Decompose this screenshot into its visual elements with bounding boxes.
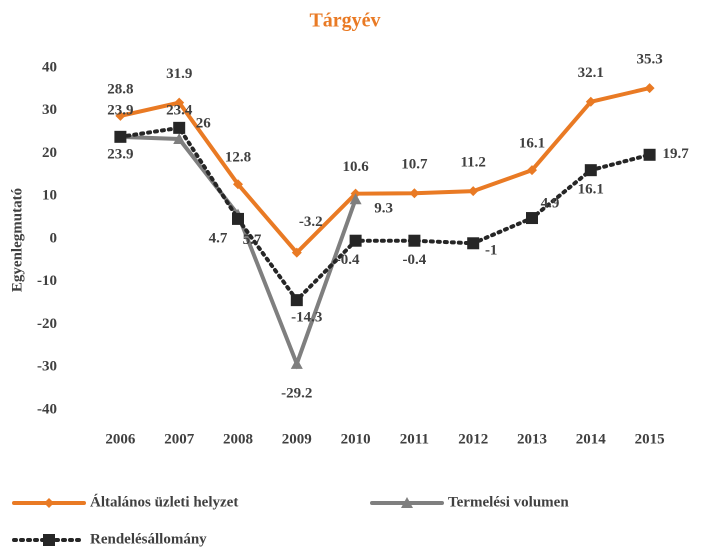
marker [232,212,244,225]
y-tick-label: 40 [42,59,57,75]
marker [291,247,302,258]
marker [585,96,596,107]
marker [115,110,126,121]
marker [409,188,420,199]
marker [290,294,303,307]
x-tick-label: 2007 [164,431,195,447]
data-label: -0.4 [336,252,360,268]
x-tick-label: 2010 [341,431,371,447]
x-tick-label: 2012 [458,431,488,447]
x-tick-label: 2011 [400,431,429,447]
marker [114,130,127,143]
marker [174,97,185,108]
data-label: -1 [485,243,498,259]
y-tick-label: 30 [42,102,57,118]
data-label: 32.1 [578,65,604,81]
data-label: -3.2 [299,214,323,230]
data-label: 12.8 [225,150,251,166]
marker [584,164,597,177]
y-tick-label: -40 [37,401,57,417]
y-tick-label: -10 [37,273,57,289]
y-tick-label: 10 [42,188,57,204]
y-tick-label: -30 [37,359,57,375]
marker [173,132,186,144]
series-line [118,125,652,304]
x-tick-label: 2006 [105,431,136,447]
series-line [118,86,652,256]
data-label: 23.4 [166,102,193,118]
data-label: 4.7 [209,230,228,246]
legend-marker [44,498,54,508]
data-label: 26 [196,115,212,131]
data-label: 10.6 [342,159,369,175]
data-label: 16.1 [519,136,545,152]
marker [467,237,480,250]
data-label: 19.7 [662,146,689,162]
marker [349,193,362,205]
data-label: 23.9 [107,102,133,118]
marker [233,179,243,190]
y-tick-label: 20 [42,145,57,161]
x-tick-label: 2009 [282,431,312,447]
legend-marker [401,497,413,508]
legend-label: Rendelésállomány [90,531,207,547]
data-label: 16.1 [578,182,604,198]
x-tick-label: 2013 [517,431,547,447]
y-axis-label: Egyenlegmutató [9,188,25,292]
data-label: 31.9 [166,66,192,82]
series-line [118,134,358,370]
marker [468,186,479,197]
y-tick-label: -20 [37,316,57,332]
data-label: 35.3 [636,52,662,68]
data-label: 9.3 [374,201,393,217]
data-label: -0.4 [403,252,427,268]
marker [349,234,362,247]
x-tick-label: 2015 [635,431,665,447]
marker [643,148,656,161]
marker [408,234,421,247]
data-label: -29.2 [281,385,312,401]
marker [644,83,655,94]
y-tick-label: 0 [50,230,58,246]
x-tick-label: 2008 [223,431,253,447]
marker [290,357,303,369]
legend-marker [43,534,55,546]
chart-title: Tárgyév [309,10,380,32]
data-label: 4.9 [541,195,560,211]
data-label: 23.9 [107,146,133,162]
legend-label: Általános üzleti helyzet [90,493,238,510]
x-tick-label: 2014 [576,431,607,447]
marker [526,212,538,225]
data-label: 11.2 [460,155,485,171]
legend-label: Termelési volumen [448,494,569,510]
data-label: 10.7 [401,157,428,173]
marker [173,121,186,134]
marker [527,165,537,176]
data-label: 28.8 [107,81,133,97]
data-label: -14.3 [291,310,322,326]
